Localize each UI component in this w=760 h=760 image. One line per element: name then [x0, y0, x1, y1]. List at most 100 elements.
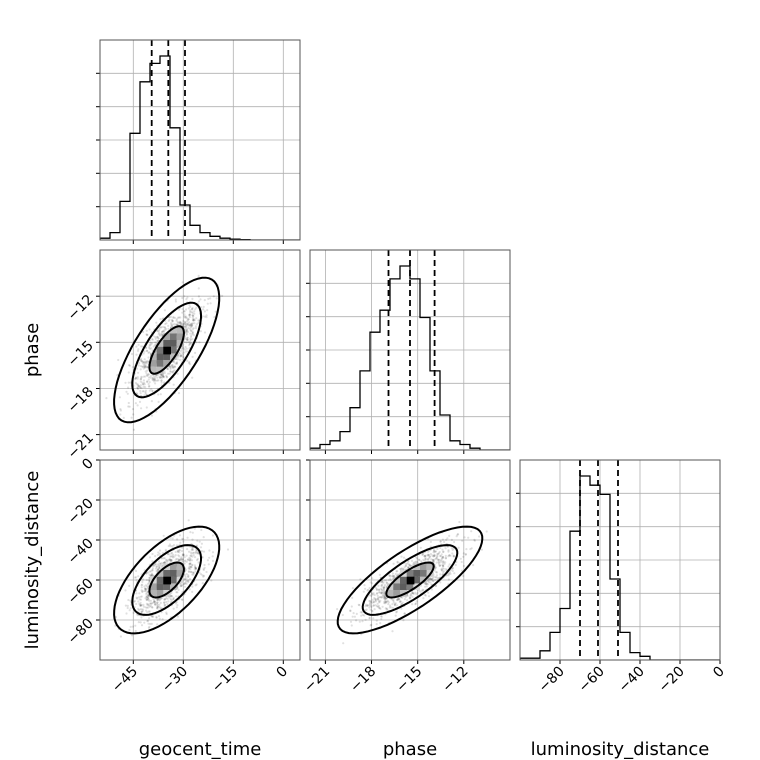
- sample-point: [411, 591, 414, 595]
- sample-point: [161, 330, 164, 333]
- sample-point: [188, 313, 191, 316]
- sample-point: [190, 566, 193, 569]
- sample-point: [410, 559, 414, 563]
- sample-point: [368, 602, 372, 605]
- sample-point: [178, 308, 181, 311]
- sample-point: [441, 569, 444, 572]
- sample-point: [440, 557, 443, 561]
- sample-point: [186, 319, 189, 322]
- sample-point: [147, 351, 150, 354]
- sample-point: [144, 365, 147, 368]
- sample-point: [146, 591, 149, 594]
- sample-point: [148, 381, 151, 384]
- sample-point: [157, 563, 160, 566]
- sample-point: [373, 608, 376, 611]
- sample-point: [445, 538, 448, 542]
- sample-point: [189, 563, 192, 566]
- sample-point: [180, 355, 183, 358]
- sample-point: [191, 311, 194, 314]
- sample-point: [157, 379, 160, 382]
- sample-point: [423, 559, 426, 563]
- sample-point: [407, 560, 410, 563]
- sample-point: [414, 602, 417, 605]
- sample-point: [149, 374, 152, 378]
- density-cell: [176, 563, 184, 570]
- sample-point: [357, 603, 360, 606]
- sample-point: [152, 597, 155, 600]
- sample-point: [177, 554, 180, 557]
- sample-point: [162, 534, 165, 537]
- sample-point: [159, 373, 163, 376]
- sample-point: [150, 573, 153, 576]
- sample-point: [151, 569, 154, 572]
- sample-point: [399, 600, 402, 603]
- sample-point: [436, 547, 439, 551]
- sample-point: [370, 623, 373, 627]
- sample-point: [142, 578, 145, 581]
- sample-point: [144, 370, 147, 373]
- sample-point: [363, 584, 366, 587]
- sample-point: [139, 604, 142, 607]
- sample-point: [416, 561, 419, 564]
- sample-point: [448, 563, 451, 566]
- x-tick-label: −21: [301, 664, 333, 696]
- sample-point: [163, 561, 166, 564]
- sample-point: [383, 592, 386, 595]
- sample-point: [187, 519, 190, 522]
- sample-point: [177, 559, 180, 563]
- sample-point: [183, 313, 186, 316]
- sample-point: [196, 552, 200, 555]
- histogram-luminosity_distance: [520, 475, 720, 660]
- sample-point: [141, 610, 144, 613]
- sample-point: [136, 377, 139, 380]
- density-cell: [163, 583, 170, 590]
- sample-point: [154, 600, 157, 604]
- sample-point: [384, 596, 387, 599]
- sample-point: [432, 555, 435, 558]
- sample-point: [145, 333, 149, 337]
- sample-point: [133, 576, 137, 579]
- sample-point: [191, 551, 194, 554]
- sample-point: [146, 585, 149, 588]
- sample-point: [167, 319, 170, 323]
- sample-point: [160, 332, 163, 335]
- sample-point: [182, 538, 185, 541]
- sample-point: [447, 549, 450, 552]
- sample-point: [153, 377, 156, 380]
- sample-point: [163, 371, 166, 375]
- sample-point: [129, 607, 132, 610]
- sample-point: [190, 559, 194, 562]
- sample-point: [411, 595, 414, 599]
- sample-point: [388, 574, 391, 577]
- sample-point: [147, 603, 150, 606]
- sample-point: [407, 566, 410, 569]
- sample-point: [162, 375, 165, 378]
- sample-point: [386, 597, 389, 600]
- sample-point: [163, 601, 166, 604]
- density-cell: [150, 360, 157, 367]
- sample-point: [167, 544, 170, 548]
- sample-point: [413, 561, 416, 564]
- sample-point: [174, 554, 177, 557]
- sample-point: [372, 604, 375, 607]
- sample-point: [141, 590, 144, 594]
- density-cell: [150, 366, 157, 374]
- sample-point: [186, 338, 189, 341]
- sample-point: [368, 616, 371, 619]
- sample-point: [169, 370, 172, 373]
- sample-point: [372, 600, 375, 603]
- sample-point: [191, 538, 194, 541]
- sample-point: [187, 570, 190, 573]
- sample-point: [146, 595, 149, 598]
- sample-point: [183, 325, 186, 328]
- sample-point: [143, 365, 146, 369]
- sample-point: [154, 374, 158, 377]
- sample-point: [166, 553, 170, 556]
- sample-point: [138, 598, 141, 601]
- sample-point: [185, 330, 188, 333]
- sample-point: [420, 589, 423, 593]
- x-axis-label-phase: phase: [383, 739, 437, 760]
- sample-point: [180, 584, 183, 588]
- sample-point: [351, 587, 354, 590]
- sample-point: [378, 596, 381, 599]
